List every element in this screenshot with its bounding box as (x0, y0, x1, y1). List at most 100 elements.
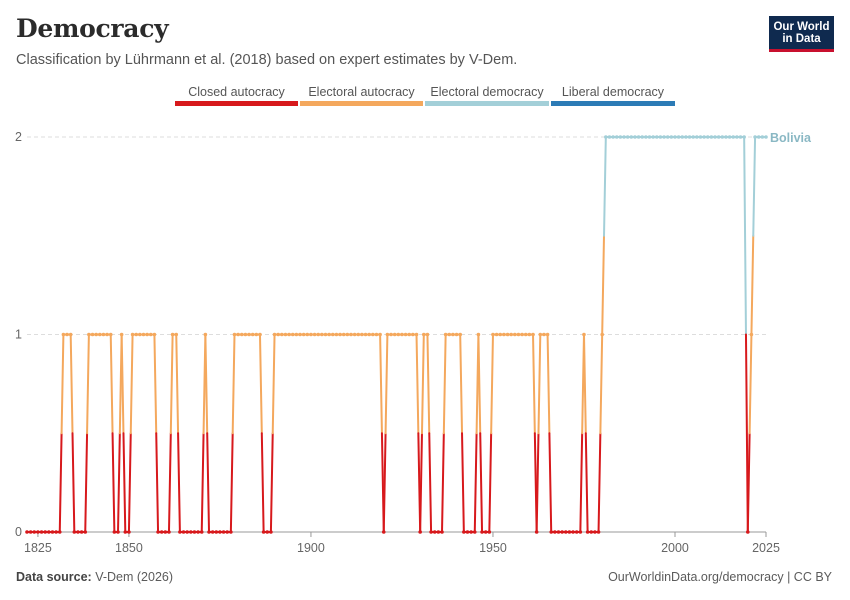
data-point (578, 530, 583, 534)
data-point (487, 530, 492, 534)
data-point (491, 332, 495, 337)
data-point (305, 332, 310, 337)
data-point (549, 530, 554, 534)
data-point (127, 530, 131, 534)
data-point (341, 332, 346, 337)
logo-line-2: in Data (782, 32, 821, 45)
data-point (531, 332, 535, 337)
data-point (87, 332, 91, 337)
data-point (378, 332, 382, 337)
series-line-segment (269, 432, 274, 533)
series-line-segment (109, 333, 114, 435)
data-point (367, 332, 371, 337)
data-point (556, 530, 561, 534)
series-line-segment (535, 432, 540, 533)
data-point (283, 332, 288, 337)
data-point (261, 530, 266, 534)
data-point (199, 530, 204, 534)
data-point (520, 332, 524, 337)
data-point (440, 530, 444, 534)
owid-logo[interactable]: Our World in Data (769, 16, 834, 52)
data-point (203, 332, 208, 337)
data-point (229, 530, 233, 534)
data-point (61, 332, 66, 337)
data-source-label: Data source: (16, 570, 92, 584)
data-point (684, 135, 688, 139)
series-line-segment (71, 432, 76, 533)
data-point (454, 332, 459, 337)
data-point (651, 135, 655, 139)
data-point (320, 332, 324, 337)
data-point (301, 332, 306, 337)
series-line-segment (155, 432, 160, 533)
data-point (545, 332, 550, 337)
x-tick-label: 1950 (479, 541, 507, 555)
data-point (764, 135, 768, 139)
data-point (465, 530, 470, 534)
data-point (119, 332, 124, 337)
series-line-segment (461, 432, 465, 533)
series-line-segment (546, 333, 551, 435)
series-line-segment (175, 333, 180, 435)
data-point (604, 135, 608, 139)
data-point (687, 135, 692, 139)
series-line-segment (603, 136, 607, 237)
series-line-segment (743, 136, 747, 336)
data-point (54, 530, 58, 534)
data-point (738, 135, 743, 139)
data-point (312, 332, 317, 337)
data-point (101, 332, 106, 337)
data-point (705, 135, 710, 139)
series-line-segment (584, 432, 589, 533)
series-line-segment (379, 333, 383, 435)
data-point (374, 332, 379, 337)
series-line-segment (129, 333, 134, 435)
data-point (79, 530, 84, 534)
data-point (28, 530, 33, 534)
data-point (403, 332, 408, 337)
data-point (298, 332, 302, 337)
data-point (105, 332, 109, 337)
data-point (327, 332, 331, 337)
data-point (742, 135, 746, 139)
data-point (243, 332, 248, 337)
data-point (258, 332, 262, 337)
data-point (418, 530, 422, 534)
data-point (414, 332, 419, 337)
legend-swatch-1 (300, 101, 423, 106)
data-point (250, 332, 255, 337)
data-point (39, 530, 44, 534)
series-line-segment (750, 234, 755, 336)
data-point (647, 135, 652, 139)
data-point (676, 135, 681, 139)
data-point (505, 332, 510, 337)
y-axis: 0 1 2 (15, 130, 22, 539)
data-point (458, 332, 463, 337)
data-point (680, 135, 685, 139)
data-source-value[interactable]: V-Dem (2026) (95, 570, 174, 584)
data-point (669, 135, 674, 139)
data-point (232, 332, 237, 337)
data-point (247, 332, 251, 337)
data-point (665, 135, 670, 139)
series-label-bolivia: Bolivia (770, 131, 812, 145)
series-lines (26, 136, 767, 533)
series-line-segment (169, 333, 174, 435)
legend[interactable]: Closed autocracy Electoral autocracy Elect… (175, 85, 675, 106)
series-line-segment (384, 333, 389, 435)
data-point (589, 530, 594, 534)
series-line-segment (382, 432, 387, 533)
data-point (629, 135, 634, 139)
chart-title: Democracy (16, 14, 169, 43)
footer-link[interactable]: OurWorldinData.org/democracy | CC BY (608, 570, 832, 584)
legend-label-2: Electoral democracy (430, 85, 544, 99)
data-point (691, 135, 695, 139)
data-point (553, 530, 557, 534)
data-point (625, 135, 630, 139)
data-point (134, 332, 139, 337)
data-point (673, 135, 677, 139)
data-point (534, 530, 539, 534)
data-point (163, 530, 168, 534)
series-line-segment (231, 333, 236, 435)
